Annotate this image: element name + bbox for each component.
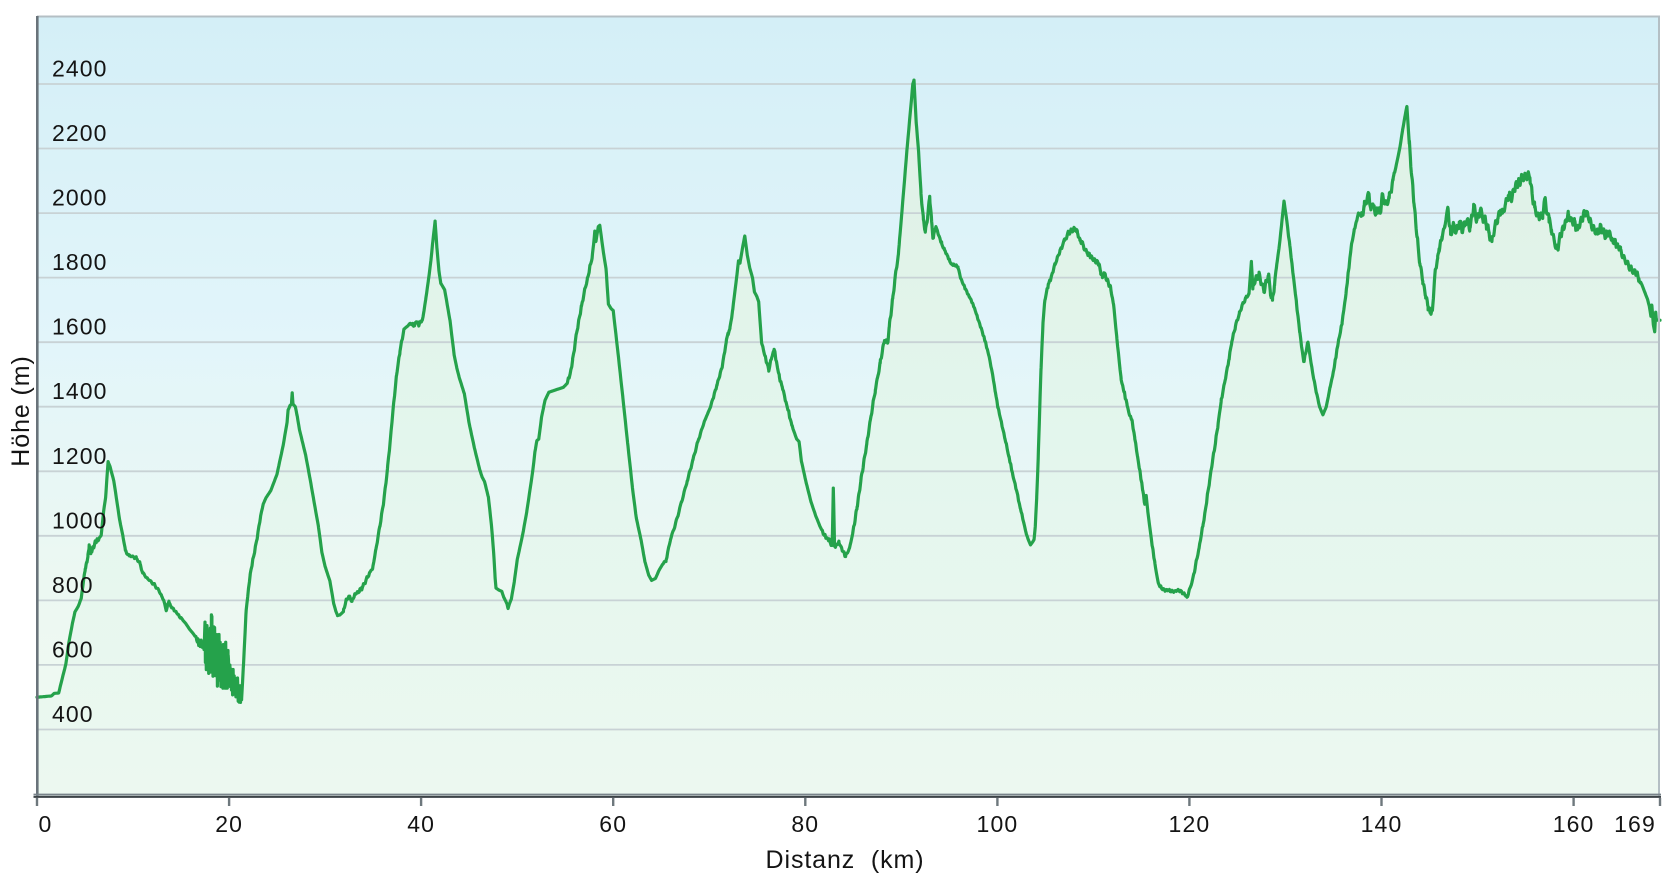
svg-text:0: 0 xyxy=(39,811,53,837)
svg-text:80: 80 xyxy=(791,811,819,837)
svg-text:Höhe (m): Höhe (m) xyxy=(7,355,35,466)
svg-text:1000: 1000 xyxy=(52,507,108,533)
svg-text:Distanz (km): Distanz (km) xyxy=(766,846,925,874)
svg-text:140: 140 xyxy=(1361,811,1403,837)
svg-text:1800: 1800 xyxy=(52,249,108,275)
svg-text:100: 100 xyxy=(977,811,1019,837)
svg-text:1400: 1400 xyxy=(52,378,108,404)
svg-text:800: 800 xyxy=(52,572,94,598)
svg-text:1200: 1200 xyxy=(52,443,108,469)
svg-text:40: 40 xyxy=(407,811,435,837)
svg-text:600: 600 xyxy=(52,636,94,662)
svg-text:20: 20 xyxy=(215,811,243,837)
svg-text:60: 60 xyxy=(599,811,627,837)
svg-text:169: 169 xyxy=(1614,811,1656,837)
svg-text:2200: 2200 xyxy=(52,120,108,146)
svg-text:120: 120 xyxy=(1169,811,1211,837)
svg-text:160: 160 xyxy=(1553,811,1595,837)
svg-text:2400: 2400 xyxy=(52,56,108,82)
svg-text:400: 400 xyxy=(52,701,94,727)
svg-text:1600: 1600 xyxy=(52,314,108,340)
svg-text:2000: 2000 xyxy=(52,185,108,211)
